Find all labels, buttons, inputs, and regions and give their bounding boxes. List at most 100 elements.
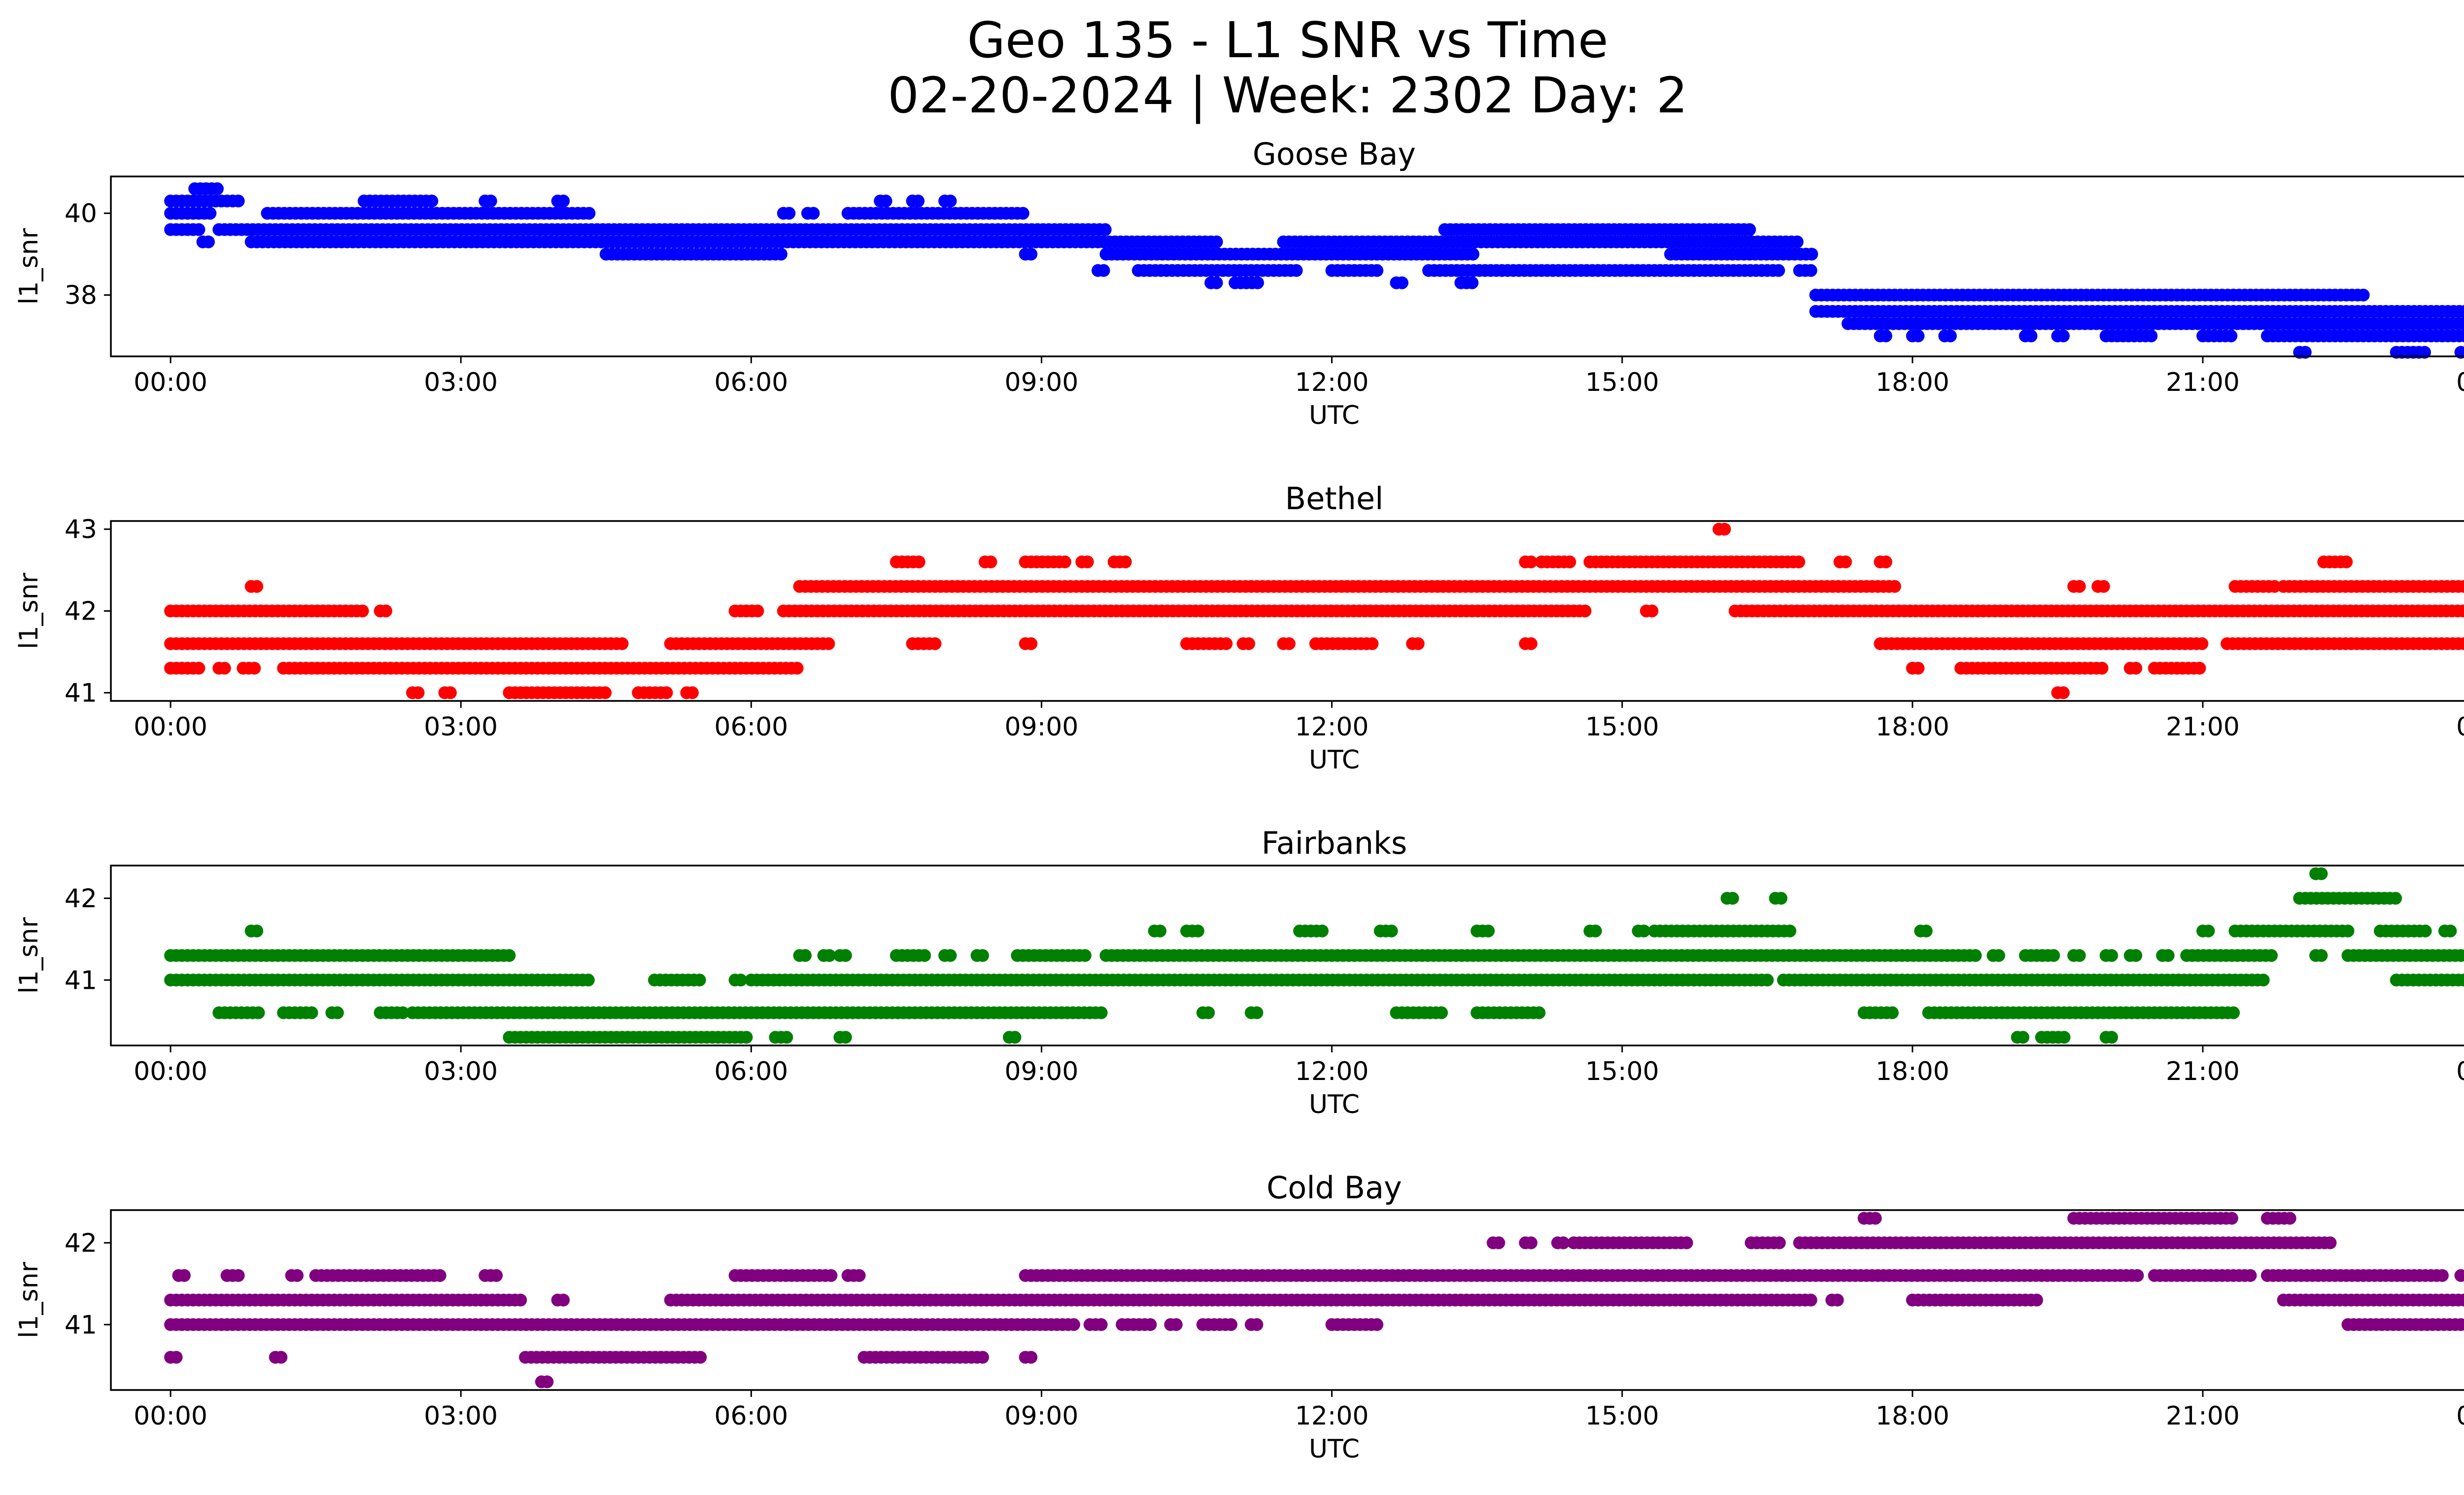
- data-point: [2073, 949, 2086, 962]
- series-points: [164, 1212, 2464, 1389]
- data-point: [1563, 556, 1576, 568]
- data-point: [2095, 661, 2109, 675]
- data-point: [2340, 556, 2353, 568]
- data-point: [780, 1031, 793, 1044]
- y-tick-label: 40: [65, 199, 97, 229]
- data-point: [1557, 1236, 1570, 1250]
- data-point: [694, 1351, 707, 1364]
- data-point: [1992, 949, 2005, 962]
- x-tick-label: 15:00: [1585, 712, 1659, 742]
- data-point: [218, 661, 231, 675]
- x-tick-label: 12:00: [1295, 1057, 1369, 1086]
- data-point: [1680, 1236, 1693, 1250]
- y-axis-label: l1_snr: [14, 1261, 44, 1338]
- data-point: [305, 1006, 318, 1019]
- data-point: [1220, 637, 1233, 650]
- data-point: [1225, 1318, 1237, 1331]
- x-tick-label: 00:00: [134, 368, 207, 397]
- data-point: [799, 949, 812, 962]
- x-tick-label: 00:00: [2456, 1057, 2464, 1086]
- x-tick-label: 00:00: [2456, 1401, 2464, 1431]
- data-point: [1773, 1236, 1786, 1250]
- data-point: [1743, 223, 1756, 236]
- x-tick-label: 12:00: [1295, 368, 1369, 397]
- data-point: [912, 194, 925, 208]
- data-point: [1025, 637, 1038, 650]
- data-point: [1435, 1006, 1448, 1019]
- subplot-title: Cold Bay: [1266, 1170, 1402, 1206]
- data-point: [2458, 305, 2464, 318]
- data-point: [557, 194, 570, 208]
- data-point: [1078, 949, 1092, 962]
- x-tick-label: 18:00: [1876, 1401, 1950, 1431]
- data-point: [1804, 264, 1817, 277]
- data-point: [2056, 329, 2070, 343]
- data-point: [1067, 1318, 1080, 1331]
- data-point: [1524, 637, 1538, 650]
- data-point: [356, 604, 369, 618]
- data-point: [2202, 924, 2215, 938]
- x-tick-label: 03:00: [424, 712, 498, 742]
- data-point: [918, 949, 931, 962]
- data-point: [984, 556, 997, 568]
- data-point: [1016, 207, 1029, 220]
- data-point: [2283, 1212, 2296, 1225]
- data-point: [582, 973, 595, 987]
- data-point: [1144, 1318, 1157, 1331]
- data-point: [1202, 1006, 1215, 1019]
- data-point: [1396, 276, 1408, 289]
- data-point: [685, 686, 699, 699]
- data-point: [582, 207, 596, 220]
- data-point: [425, 194, 439, 208]
- y-tick-label: 42: [65, 597, 97, 626]
- data-point: [2097, 580, 2110, 593]
- data-point: [751, 604, 764, 618]
- data-point: [807, 207, 820, 220]
- data-point: [2315, 949, 2328, 962]
- data-point: [1467, 247, 1479, 261]
- axes-frame: [110, 1209, 2464, 1391]
- subplot-title: Goose Bay: [1253, 136, 1416, 172]
- x-axis-label: UTC: [1309, 745, 1360, 775]
- x-tick-label: 09:00: [1005, 712, 1079, 742]
- data-point: [514, 1293, 527, 1307]
- x-tick-label: 06:00: [714, 368, 788, 397]
- x-tick-label: 03:00: [424, 368, 498, 397]
- x-tick-label: 00:00: [134, 1057, 207, 1086]
- data-point: [2227, 1006, 2240, 1019]
- data-point: [2460, 949, 2464, 962]
- data-point: [1095, 1006, 1108, 1019]
- x-tick-label: 21:00: [2166, 712, 2240, 742]
- data-point: [1726, 892, 1739, 905]
- data-point: [2030, 1293, 2043, 1307]
- data-point: [211, 182, 224, 195]
- data-point: [783, 207, 796, 220]
- data-point: [2225, 1212, 2238, 1225]
- data-point: [1095, 1318, 1108, 1331]
- x-tick-label: 15:00: [1585, 1401, 1659, 1431]
- data-point: [2224, 329, 2238, 343]
- x-tick-label: 12:00: [1295, 1401, 1369, 1431]
- data-point: [1805, 247, 1818, 261]
- data-point: [331, 1006, 344, 1019]
- data-point: [2298, 346, 2312, 359]
- data-point: [2265, 949, 2278, 962]
- y-tick-label: 38: [65, 281, 97, 311]
- data-point: [1366, 637, 1379, 650]
- x-tick-label: 18:00: [1876, 368, 1950, 397]
- data-point: [2458, 580, 2464, 593]
- data-point: [1919, 924, 1933, 938]
- data-point: [2458, 637, 2464, 650]
- data-point: [250, 924, 264, 938]
- data-point: [1761, 973, 1774, 987]
- data-point: [192, 223, 205, 236]
- data-point: [1098, 223, 1112, 236]
- data-point: [839, 1031, 852, 1044]
- data-point: [252, 1006, 265, 1019]
- data-point: [1097, 264, 1110, 277]
- axes-frame: [110, 865, 2464, 1046]
- data-point: [2268, 580, 2281, 593]
- data-point: [2105, 949, 2118, 962]
